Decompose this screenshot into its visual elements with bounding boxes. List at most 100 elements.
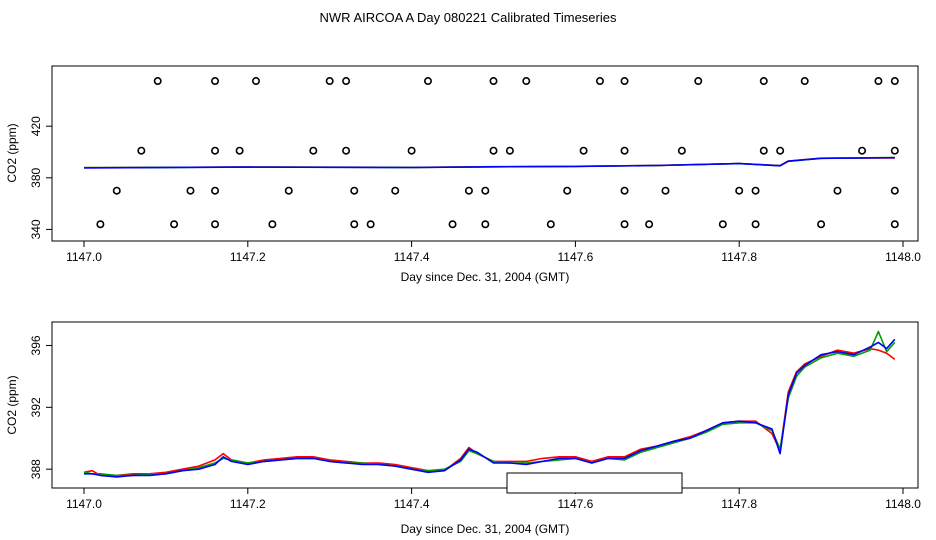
- x-tick-label: 1147.6: [557, 497, 593, 511]
- data-point: [309, 146, 318, 155]
- data-point: [211, 146, 220, 155]
- top-scatter-points: [96, 77, 899, 229]
- x-tick-label: 1147.4: [394, 250, 430, 264]
- data-point: [137, 146, 146, 155]
- data-point: [694, 77, 703, 86]
- top-series-lines: [83, 156, 895, 169]
- series-line: [84, 338, 896, 478]
- top-panel: 1147.0 1147.2 1147.4 1147.6 1147.8 1148.0 340…: [5, 65, 921, 284]
- top-y-axis-label: CO2 (ppm): [5, 123, 19, 182]
- data-point: [464, 186, 473, 195]
- data-point: [96, 220, 105, 229]
- data-point: [735, 186, 744, 195]
- data-point: [407, 146, 416, 155]
- data-point: [718, 220, 727, 229]
- x-tick-label: 1147.8: [721, 497, 757, 511]
- data-point: [153, 77, 162, 86]
- data-point: [112, 186, 121, 195]
- data-point: [620, 220, 629, 229]
- data-point: [211, 77, 220, 86]
- data-point: [620, 146, 629, 155]
- data-point: [251, 77, 260, 86]
- x-tick-label: 1147.6: [557, 250, 593, 264]
- x-tick-label: 1147.8: [721, 250, 757, 264]
- data-point: [342, 77, 351, 86]
- data-point: [563, 186, 572, 195]
- x-tick-label: 1147.0: [66, 250, 102, 264]
- data-point: [620, 186, 629, 195]
- data-point: [448, 220, 457, 229]
- y-tick-label: 396: [29, 335, 43, 355]
- data-point: [211, 186, 220, 195]
- data-point: [170, 220, 179, 229]
- top-x-axis: 1147.0 1147.2 1147.4 1147.6 1147.8 1148.0: [66, 241, 921, 264]
- data-point: [505, 146, 514, 155]
- x-tick-label: 1148.0: [885, 250, 921, 264]
- data-point: [235, 146, 244, 155]
- data-point: [661, 186, 670, 195]
- x-tick-label: 1147.4: [394, 497, 430, 511]
- bottom-y-axis-label: CO2 (ppm): [5, 375, 19, 434]
- bottom-y-axis: 388 392 396: [29, 335, 52, 479]
- x-tick-label: 1147.2: [230, 497, 266, 511]
- data-point: [890, 146, 899, 155]
- y-tick-label: 420: [29, 116, 43, 136]
- data-point: [366, 220, 375, 229]
- top-y-axis: 340 380 420: [29, 116, 52, 239]
- data-point: [677, 146, 686, 155]
- chart-title: NWR AIRCOA A Day 080221 Calibrated Times…: [320, 10, 617, 25]
- y-tick-label: 392: [29, 397, 43, 417]
- data-point: [751, 220, 760, 229]
- data-point: [211, 220, 220, 229]
- y-tick-label: 340: [29, 219, 43, 239]
- data-point: [645, 220, 654, 229]
- data-point: [186, 186, 195, 195]
- data-point: [325, 77, 334, 86]
- data-point: [620, 77, 629, 86]
- x-tick-label: 1147.0: [66, 497, 102, 511]
- data-point: [481, 220, 490, 229]
- data-point: [858, 146, 867, 155]
- series-line: [83, 330, 896, 477]
- bottom-panel: 1147.0 1147.2 1147.4 1147.6 1147.8 1148.0 388…: [5, 321, 921, 536]
- data-point: [546, 220, 555, 229]
- bottom-plot-frame: [51, 321, 919, 489]
- y-tick-label: 380: [29, 167, 43, 187]
- data-point: [800, 77, 809, 86]
- bottom-x-axis: 1147.0 1147.2 1147.4 1147.6 1147.8 1148.0: [66, 488, 921, 511]
- data-point: [391, 186, 400, 195]
- data-point: [759, 77, 768, 86]
- top-plot-frame: [51, 65, 919, 242]
- data-point: [751, 186, 760, 195]
- data-point: [833, 186, 842, 195]
- data-point: [817, 220, 826, 229]
- series-line: [83, 156, 895, 169]
- data-point: [284, 186, 293, 195]
- top-x-axis-label: Day since Dec. 31, 2004 (GMT): [401, 270, 570, 284]
- data-point: [759, 146, 768, 155]
- data-point: [481, 186, 490, 195]
- legend-box: [506, 472, 683, 494]
- data-point: [579, 146, 588, 155]
- data-point: [350, 186, 359, 195]
- data-point: [350, 220, 359, 229]
- data-point: [268, 220, 277, 229]
- bottom-x-axis-label: Day since Dec. 31, 2004 (GMT): [401, 522, 570, 536]
- data-point: [595, 77, 604, 86]
- data-point: [489, 77, 498, 86]
- data-point: [489, 146, 498, 155]
- x-tick-label: 1148.0: [885, 497, 921, 511]
- data-point: [522, 77, 531, 86]
- data-point: [890, 186, 899, 195]
- data-point: [890, 77, 899, 86]
- data-point: [342, 146, 351, 155]
- bottom-series-lines: [83, 330, 896, 478]
- data-point: [890, 220, 899, 229]
- x-tick-label: 1147.2: [230, 250, 266, 264]
- series-line: [83, 347, 896, 477]
- y-tick-label: 388: [29, 459, 43, 479]
- data-point: [776, 146, 785, 155]
- data-point: [423, 77, 432, 86]
- data-point: [874, 77, 883, 86]
